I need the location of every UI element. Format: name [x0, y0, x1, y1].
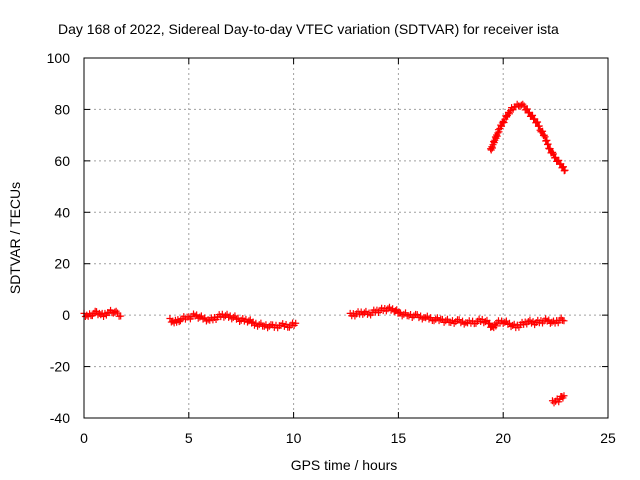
y-tick-label: -40 [50, 410, 70, 426]
plot-frame [83, 57, 609, 419]
data-point [560, 317, 568, 325]
data-point [549, 148, 557, 156]
y-tick-label: 60 [54, 153, 70, 169]
data-point [526, 316, 534, 324]
y-tick-label: -20 [50, 359, 70, 375]
data-point [529, 318, 537, 326]
y-tick-label: 80 [54, 101, 70, 117]
data-point [498, 122, 506, 130]
y-axis-label: SDTVAR / TECUs [7, 182, 23, 294]
y-tick-label: 20 [54, 256, 70, 272]
grid [84, 58, 608, 418]
data-point [505, 110, 513, 118]
data-point [455, 316, 463, 324]
data-point [257, 319, 265, 327]
y-tick-label: 0 [62, 307, 70, 323]
data-point [395, 308, 403, 316]
data-point [460, 320, 468, 328]
data-point [385, 303, 393, 311]
data-point [535, 122, 543, 130]
x-tick-label: 10 [286, 430, 302, 446]
data-point [495, 128, 503, 136]
data-point [540, 131, 548, 139]
data-point [413, 311, 421, 319]
x-tick-label: 25 [600, 430, 616, 446]
data-point [410, 312, 418, 320]
x-axis-label: GPS time / hours [291, 457, 398, 473]
data-point [114, 309, 122, 317]
x-tick-label: 5 [185, 430, 193, 446]
data-point [423, 312, 431, 320]
data-point [223, 310, 231, 318]
data-point [418, 315, 426, 323]
data-point [400, 310, 408, 318]
data-point [459, 317, 467, 325]
data-point [433, 314, 441, 322]
data-point [443, 315, 451, 323]
data-point [408, 313, 416, 321]
data-point [559, 163, 567, 171]
x-tick-label: 0 [80, 430, 88, 446]
y-tick-label: 100 [47, 50, 71, 66]
data-point [427, 314, 435, 322]
data-point [292, 319, 300, 327]
data-point [539, 127, 547, 135]
data-point [561, 166, 569, 174]
data-point [362, 307, 370, 315]
data-point [447, 318, 455, 326]
data-point [264, 324, 272, 332]
data-point [452, 318, 460, 326]
x-tick-label: 20 [495, 430, 511, 446]
data-point [503, 113, 511, 121]
data-point [534, 118, 542, 126]
data-points [80, 100, 569, 407]
x-axis-ticks: 0 5 10 15 20 25 [80, 58, 616, 446]
data-point [510, 320, 518, 328]
data-point [117, 312, 125, 320]
y-tick-label: 40 [54, 204, 70, 220]
data-point [546, 145, 554, 153]
data-point [560, 392, 568, 400]
data-point [492, 322, 500, 330]
data-point [435, 317, 443, 325]
data-point [417, 312, 425, 320]
data-point [402, 309, 410, 317]
chart-title: Day 168 of 2022, Sidereal Day-to-day VTE… [58, 21, 559, 37]
y-axis-ticks: -40 -20 0 20 40 60 80 100 [47, 50, 608, 426]
data-point [202, 317, 210, 325]
data-point [265, 322, 273, 330]
data-point [550, 399, 558, 407]
data-point [425, 315, 433, 323]
data-point [548, 318, 556, 326]
x-tick-label: 15 [391, 430, 407, 446]
data-point [500, 119, 508, 127]
data-point [442, 317, 450, 325]
data-point [255, 321, 263, 329]
